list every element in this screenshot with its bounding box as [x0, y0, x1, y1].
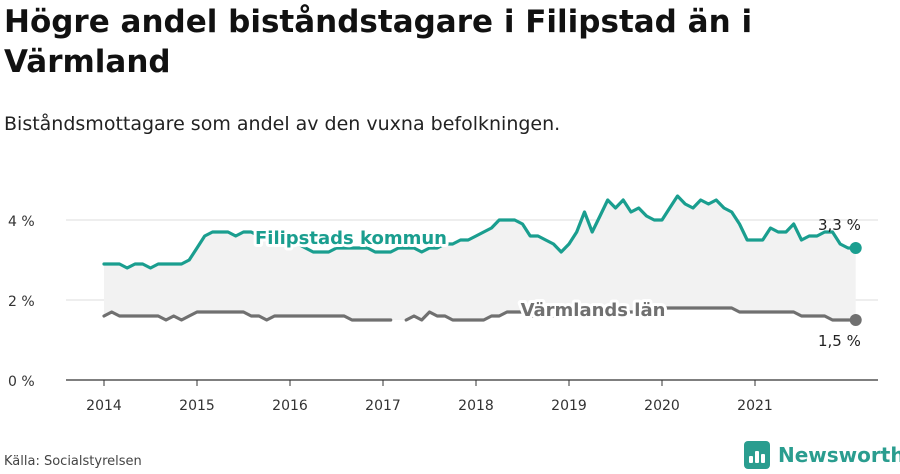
- varmland-series-line: [404, 306, 858, 322]
- varmland-series-label: Värmlands län: [521, 300, 666, 321]
- y-tick-label: 2 %: [8, 294, 35, 310]
- filipstad-series-line: [102, 194, 858, 270]
- x-tick-label: 2019: [551, 398, 587, 414]
- brand-name: Newsworthy: [778, 443, 900, 467]
- varmland-end-point: [849, 314, 862, 326]
- bar-chart-icon: [744, 441, 770, 469]
- x-tick-label: 2016: [272, 398, 308, 414]
- filipstad-series-label: Filipstads kommun: [255, 228, 447, 249]
- chart-title: Högre andel biståndstagare i Filipstad ä…: [4, 4, 753, 80]
- x-tick-label: 2020: [644, 398, 680, 414]
- chart-subtitle: Biståndsmottagare som andel av den vuxna…: [4, 113, 561, 135]
- y-tick-label: 0 %: [8, 374, 35, 390]
- x-tick-label: 2021: [737, 398, 773, 414]
- x-tick-label: 2018: [458, 398, 494, 414]
- x-tick-label: 2015: [179, 398, 215, 414]
- x-tick-label: 2014: [86, 398, 122, 414]
- filipstad-end-point: [849, 242, 862, 254]
- series-gap-band: [104, 196, 856, 320]
- x-tick-label: 2017: [365, 398, 401, 414]
- varmland-end-label: 1,5 %: [818, 332, 861, 350]
- varmland-series-line: [102, 310, 393, 322]
- y-tick-label: 4 %: [8, 214, 35, 230]
- newsworthy-logo: Newsworthy: [744, 440, 900, 470]
- filipstad-series-label-halo: Filipstads kommun: [255, 228, 447, 249]
- filipstad-end-label: 3,3 %: [818, 216, 861, 234]
- source-note: Källa: Socialstyrelsen: [4, 454, 142, 469]
- varmland-series-label-halo: Värmlands län: [521, 300, 666, 321]
